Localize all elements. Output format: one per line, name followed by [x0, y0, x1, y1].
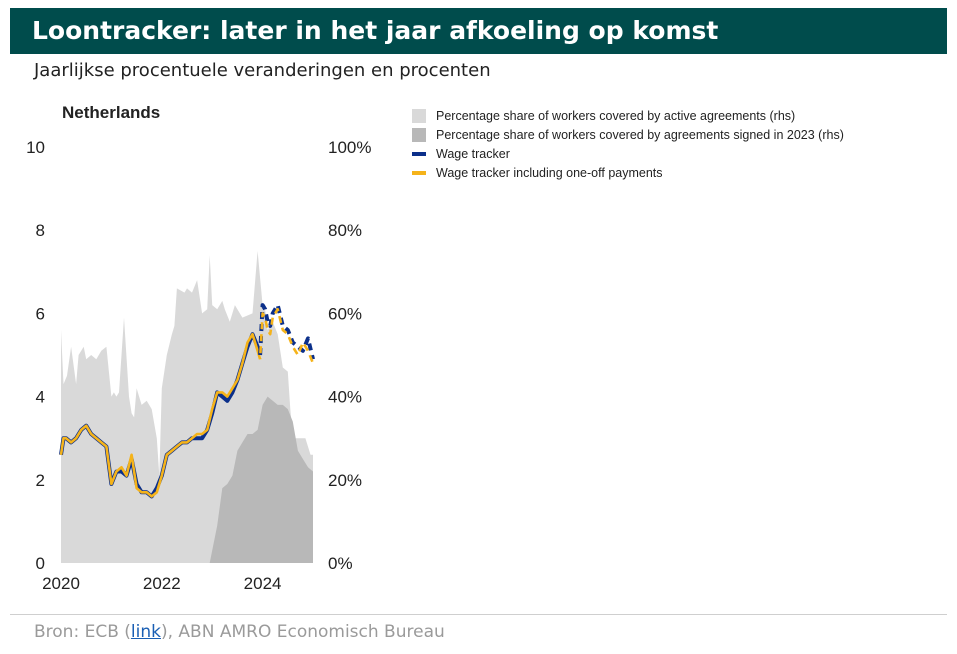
chart-title: Netherlands: [62, 103, 160, 122]
y-left-tick-label: 6: [36, 304, 45, 323]
chart-legend: Percentage share of workers covered by a…: [412, 106, 844, 182]
legend-item-wage-tracker: Wage tracker: [412, 144, 844, 163]
area-layer: [61, 251, 313, 563]
y-right-tick-label: 80%: [328, 221, 362, 240]
footer-divider: [10, 614, 947, 615]
page-title: Loontracker: later in het jaar afkoeling…: [32, 16, 719, 45]
y-right-tick-label: 40%: [328, 388, 362, 407]
area-series-1: [207, 396, 313, 563]
source-note: Bron: ECB (link), ABN AMRO Economisch Bu…: [34, 622, 445, 642]
source-suffix: ), ABN AMRO Economisch Bureau: [160, 622, 445, 642]
legend-item-wage-tracker-oneoff: Wage tracker including one-off payments: [412, 163, 844, 182]
page-subtitle: Jaarlijkse procentuele veranderingen en …: [34, 60, 491, 81]
legend-label-signed-2023: Percentage share of workers covered by a…: [436, 127, 844, 142]
legend-item-signed-2023: Percentage share of workers covered by a…: [412, 125, 844, 144]
line-wage-tracker-dashed: [258, 303, 315, 360]
y-right-tick-label: 100%: [328, 138, 371, 157]
source-link[interactable]: link: [130, 622, 161, 642]
line-layer: [59, 303, 315, 499]
x-tick-label: 2024: [244, 574, 282, 593]
y-right-tick-label: 20%: [328, 471, 362, 490]
y-left-tick-label: 0: [36, 554, 45, 573]
legend-label-wage-tracker: Wage tracker: [436, 146, 510, 161]
legend-label-wage-tracker-oneoff: Wage tracker including one-off payments: [436, 165, 663, 180]
legend-label-active-share: Percentage share of workers covered by a…: [436, 108, 796, 123]
y-right-tick-label: 60%: [328, 304, 362, 323]
y-left-tick-label: 8: [36, 221, 45, 240]
legend-swatch-active-share: [412, 108, 426, 123]
source-prefix: Bron: ECB (: [34, 622, 131, 642]
legend-item-active-share: Percentage share of workers covered by a…: [412, 106, 844, 125]
y-left-tick-label: 10: [26, 138, 45, 157]
line-wage-tracker-oneoff: [59, 332, 262, 498]
y-right-tick-label: 0%: [328, 554, 353, 573]
legend-swatch-wage-tracker-oneoff: [412, 170, 426, 175]
title-bar: Loontracker: later in het jaar afkoeling…: [10, 8, 947, 54]
legend-swatch-signed-2023: [412, 127, 426, 142]
y-left-tick-label: 4: [36, 388, 45, 407]
y-left-tick-label: 2: [36, 471, 45, 490]
x-tick-label: 2022: [143, 574, 181, 593]
legend-swatch-wage-tracker: [412, 151, 426, 156]
x-tick-label: 2020: [42, 574, 80, 593]
line-wage-tracker-oneoff-dashed: [258, 307, 315, 364]
